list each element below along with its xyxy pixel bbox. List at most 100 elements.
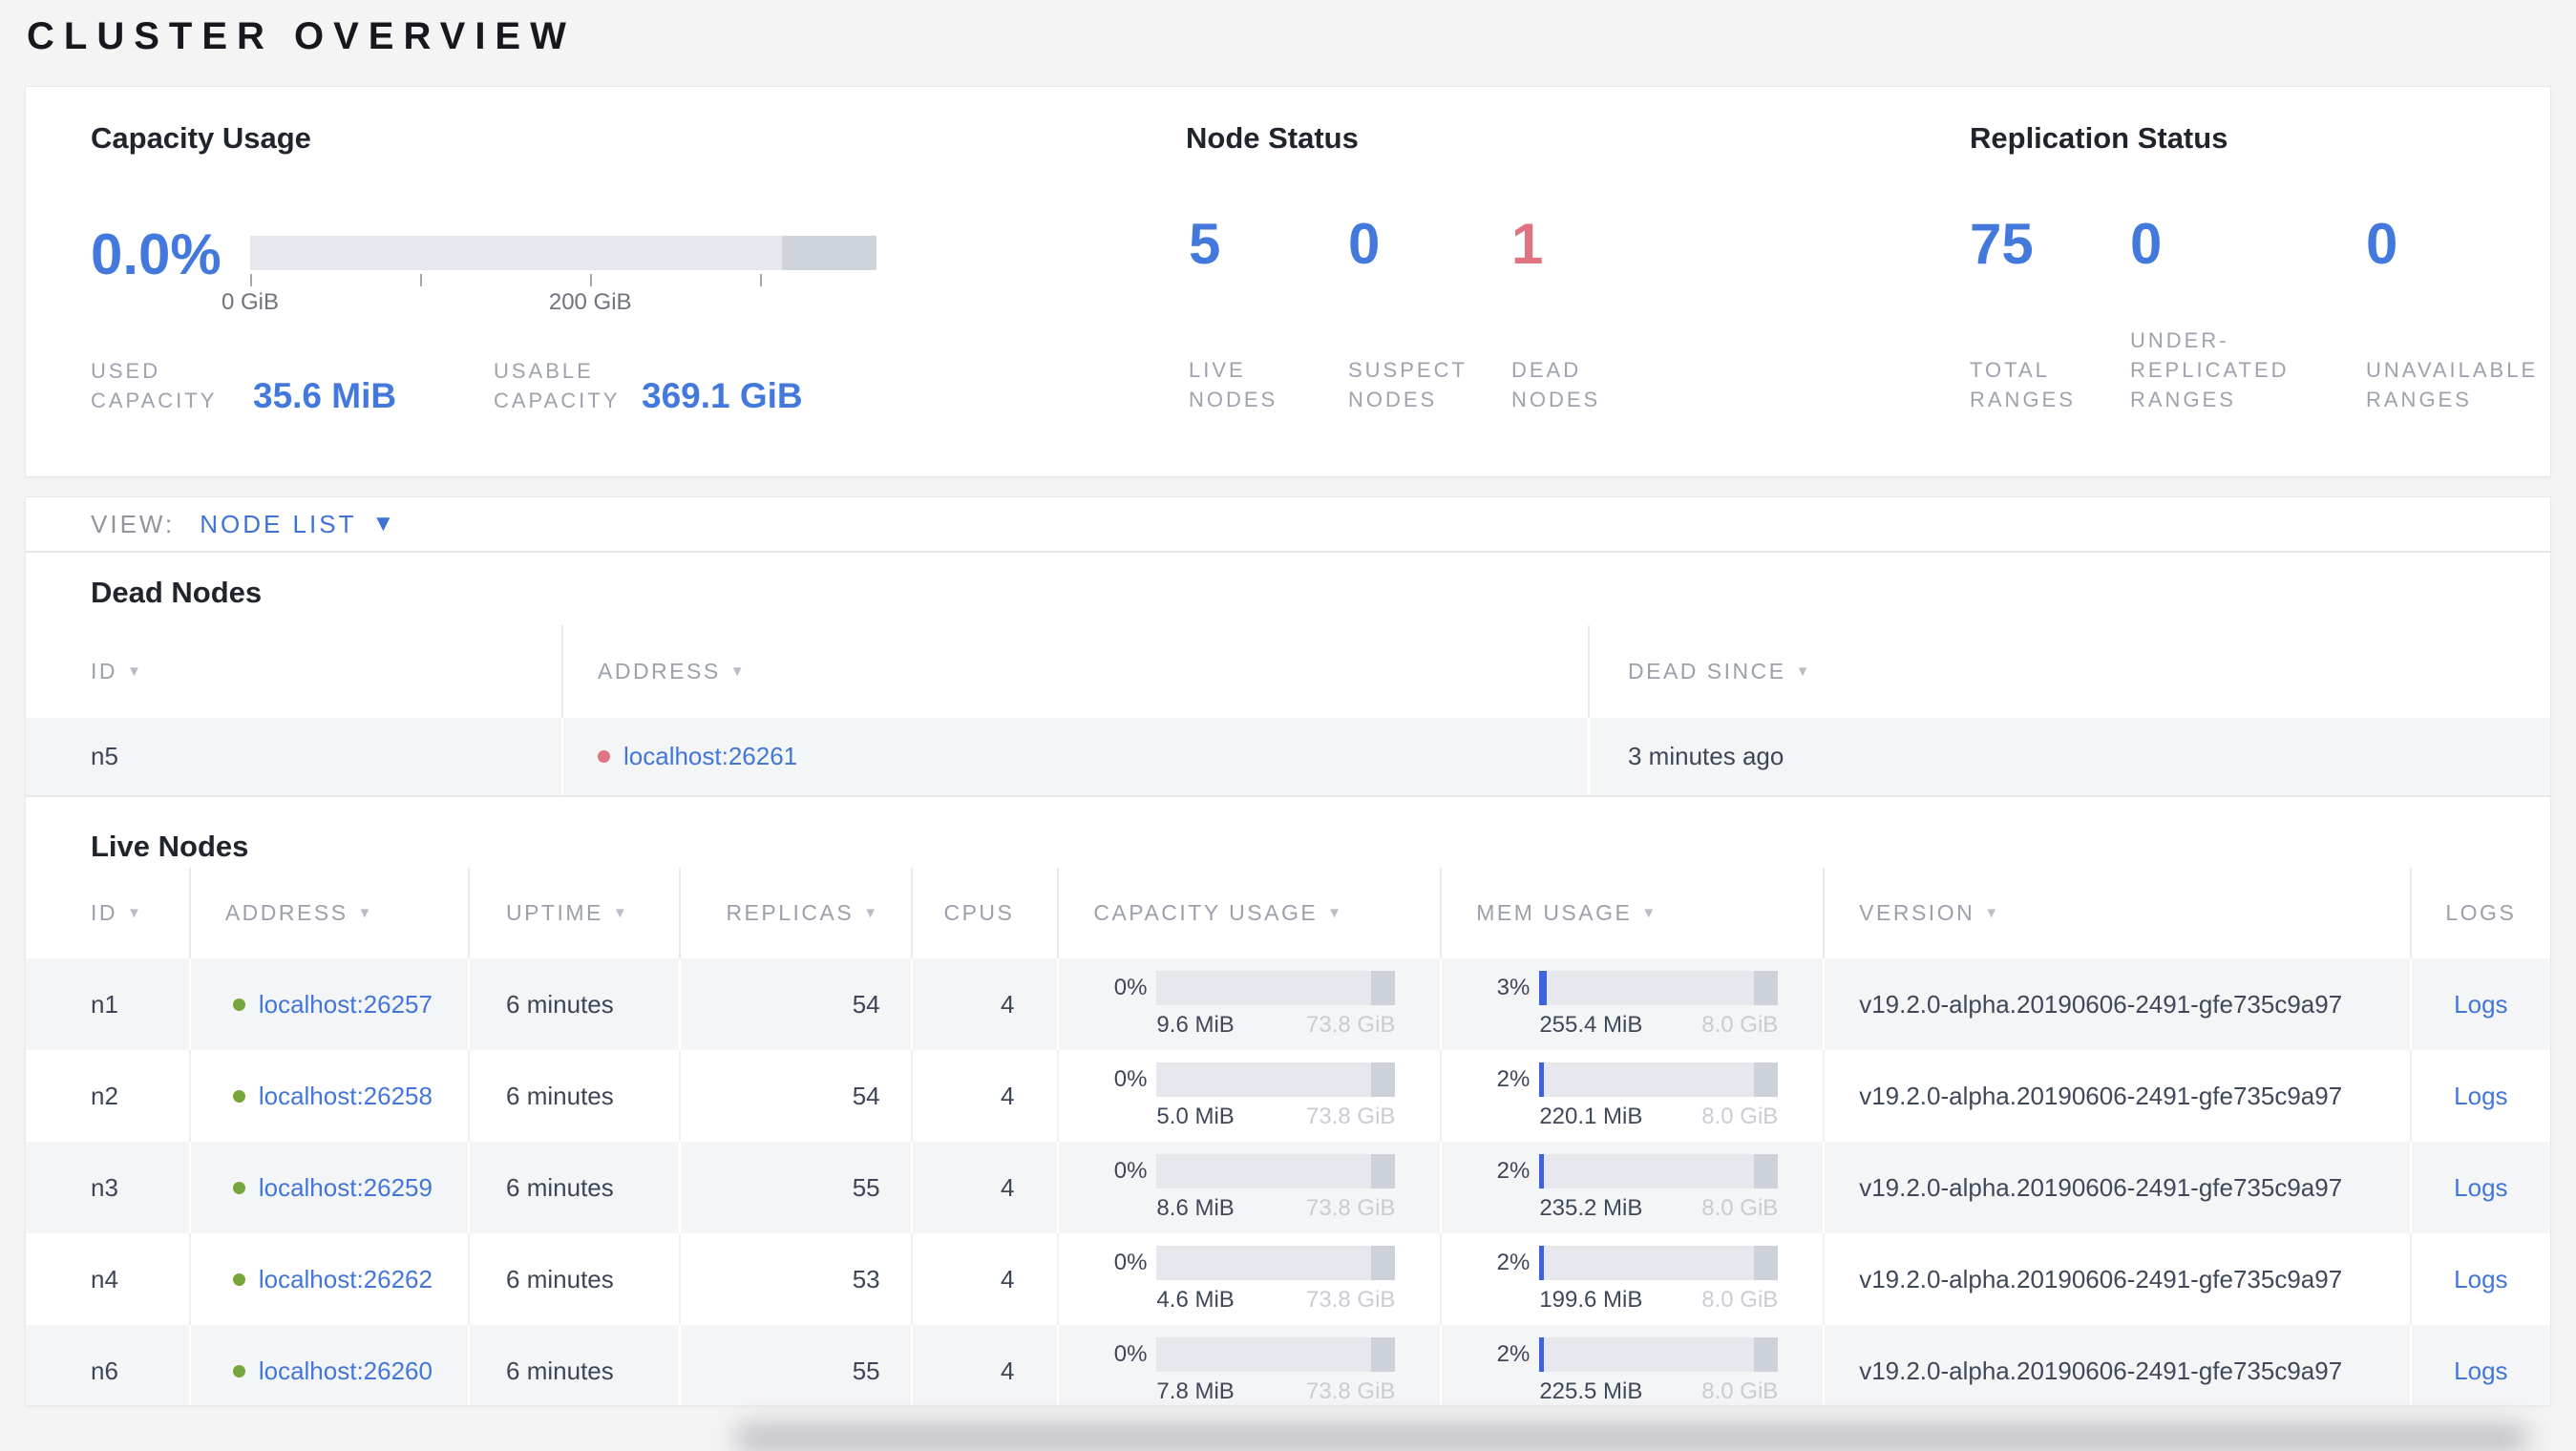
- live-col-capacity-usage[interactable]: CAPACITY USAGE ▼: [1057, 868, 1440, 958]
- node-capacity-cell: 0% 9.6 MiB 73.8 GiB: [1057, 958, 1440, 1050]
- live-node-row: n1 localhost:26257 6 minutes 54 4 0% 9.6…: [26, 958, 2550, 1050]
- node-address-link[interactable]: localhost:26260: [258, 1356, 433, 1385]
- dead-node-dead-since: 3 minutes ago: [1588, 718, 2550, 795]
- live-col-uptime[interactable]: UPTIME ▼: [467, 868, 679, 958]
- tick-mark: [759, 274, 762, 286]
- live-col-replicas[interactable]: REPLICAS ▼: [678, 868, 911, 958]
- live-col-mem-usage[interactable]: MEM USAGE ▼: [1440, 868, 1823, 958]
- dead-col-dead-since[interactable]: DEAD SINCE ▼: [1588, 625, 2550, 718]
- node-cpus: 4: [910, 1325, 1058, 1405]
- sort-desc-icon: ▼: [1984, 905, 2001, 921]
- capacity-used: 8.6 MiB: [1156, 1194, 1235, 1221]
- node-replicas: 54: [678, 1050, 911, 1142]
- capacity-total: 73.8 GiB: [1306, 1377, 1396, 1404]
- memory-used: 235.2 MiB: [1539, 1194, 1643, 1221]
- view-selected-value: NODE LIST: [200, 509, 357, 538]
- node-address-cell: localhost:26257: [188, 958, 468, 1050]
- node-memory-cell: 2% 235.2 MiB 8.0 GiB: [1440, 1142, 1823, 1233]
- suspect-nodes-stat: 0 SUSPECT NODES: [1348, 216, 1511, 414]
- tick-mark: [250, 274, 252, 286]
- tick-label-0: 0 GiB: [221, 289, 280, 315]
- live-status-dot-icon: [232, 1364, 245, 1377]
- node-status-title: Node Status: [1186, 121, 1359, 155]
- node-capacity-cell: 0% 8.6 MiB 73.8 GiB: [1057, 1142, 1440, 1233]
- capacity-percent: 0%: [1113, 1157, 1148, 1184]
- sort-desc-icon: ▼: [863, 905, 880, 921]
- live-col-id[interactable]: ID ▼: [91, 900, 144, 925]
- capacity-percent: 0%: [1113, 1065, 1148, 1092]
- chevron-down-icon: ▼: [371, 511, 395, 536]
- node-cpus: 4: [910, 958, 1058, 1050]
- node-memory-cell: 2% 220.1 MiB 8.0 GiB: [1440, 1050, 1823, 1142]
- node-logs-cell: Logs: [2409, 1325, 2550, 1405]
- replication-stats: 75 TOTAL RANGES 0 UNDER- REPLICATED RANG…: [1970, 216, 2576, 414]
- node-address-link[interactable]: localhost:26259: [258, 1172, 433, 1202]
- view-bar: VIEW: NODE LIST ▼: [26, 497, 2550, 553]
- node-logs-cell: Logs: [2409, 1050, 2550, 1142]
- capacity-gauge-end-segment: [781, 236, 876, 270]
- node-uptime: 6 minutes: [468, 958, 679, 1050]
- capacity-minibar: [1156, 1062, 1396, 1097]
- node-cpus: 4: [910, 1050, 1058, 1142]
- total-ranges-count: 75: [1970, 212, 2034, 276]
- sort-desc-icon: ▼: [729, 663, 748, 680]
- live-col-version[interactable]: VERSION ▼: [1823, 868, 2409, 958]
- memory-total: 8.0 GiB: [1701, 1011, 1779, 1038]
- dead-col-id[interactable]: ID ▼: [91, 659, 144, 683]
- dead-nodes-heading: Dead Nodes: [91, 576, 263, 609]
- dead-col-address[interactable]: ADDRESS ▼: [561, 625, 1588, 718]
- sort-desc-icon: ▼: [1795, 663, 1812, 680]
- capacity-percent: 0%: [1113, 1340, 1148, 1367]
- node-memory-cell: 2% 225.5 MiB 8.0 GiB: [1440, 1325, 1823, 1405]
- dead-status-dot-icon: [598, 750, 610, 763]
- capacity-percent: 0%: [1113, 1249, 1148, 1275]
- logs-link[interactable]: Logs: [2454, 1172, 2508, 1202]
- capacity-minibar: [1156, 970, 1396, 1005]
- live-nodes-heading: Live Nodes: [91, 830, 249, 863]
- logs-link[interactable]: Logs: [2454, 1356, 2508, 1385]
- logs-link[interactable]: Logs: [2454, 1081, 2508, 1110]
- capacity-total: 73.8 GiB: [1306, 1286, 1396, 1313]
- memory-used: 220.1 MiB: [1539, 1103, 1643, 1129]
- sort-desc-icon: ▼: [1641, 905, 1658, 921]
- replication-status-title: Replication Status: [1970, 121, 2228, 155]
- node-version: v19.2.0-alpha.20190606-2491-gfe735c9a97: [1823, 1325, 2409, 1405]
- logs-link[interactable]: Logs: [2454, 989, 2508, 1019]
- node-memory-cell: 2% 199.6 MiB 8.0 GiB: [1440, 1233, 1823, 1325]
- node-capacity-cell: 0% 5.0 MiB 73.8 GiB: [1057, 1050, 1440, 1142]
- live-nodes-stat: 5 LIVE NODES: [1189, 216, 1348, 414]
- under-replicated-ranges-count: 0: [2130, 212, 2163, 276]
- node-address-link[interactable]: localhost:26262: [258, 1264, 433, 1293]
- node-logs-cell: Logs: [2409, 1233, 2550, 1325]
- node-uptime: 6 minutes: [468, 1325, 679, 1405]
- live-status-dot-icon: [232, 1181, 245, 1194]
- node-logs-cell: Logs: [2409, 958, 2550, 1050]
- node-version: v19.2.0-alpha.20190606-2491-gfe735c9a97: [1823, 958, 2409, 1050]
- memory-minibar: [1539, 1153, 1779, 1188]
- node-address-cell: localhost:26258: [188, 1050, 468, 1142]
- dead-node-address-link[interactable]: localhost:26261: [623, 742, 798, 770]
- node-address-cell: localhost:26259: [188, 1142, 468, 1233]
- node-list-card: VIEW: NODE LIST ▼ Dead Nodes ID ▼ ADDRESS…: [25, 496, 2551, 1406]
- live-status-dot-icon: [232, 1089, 245, 1103]
- memory-percent: 3%: [1496, 974, 1531, 1000]
- live-nodes-label: LIVE NODES: [1189, 358, 1278, 411]
- view-selector-dropdown[interactable]: NODE LIST ▼: [200, 510, 394, 539]
- dead-nodes-table-header: ID ▼ ADDRESS ▼ DEAD SINCE ▼: [26, 625, 2550, 718]
- live-nodes-count: 5: [1189, 212, 1221, 276]
- page-title: CLUSTER OVERVIEW: [27, 15, 576, 57]
- live-col-address[interactable]: ADDRESS ▼: [188, 868, 468, 958]
- node-replicas: 55: [678, 1142, 911, 1233]
- suspect-nodes-label: SUSPECT NODES: [1348, 358, 1467, 411]
- tick-label-200: 200 GiB: [548, 289, 632, 315]
- node-address-link[interactable]: localhost:26258: [258, 1081, 433, 1110]
- node-id: n1: [91, 989, 118, 1019]
- live-nodes-table-header: ID ▼ ADDRESS ▼ UPTIME ▼ REPLICAS ▼ CPUS CAPA…: [26, 868, 2550, 958]
- capacity-gauge: 0 GiB 200 GiB: [222, 236, 876, 318]
- dead-node-row: n5 localhost:26261 3 minutes ago: [26, 718, 2550, 797]
- memory-used: 199.6 MiB: [1539, 1286, 1643, 1313]
- capacity-used: 4.6 MiB: [1156, 1286, 1235, 1313]
- node-address-link[interactable]: localhost:26257: [258, 989, 433, 1019]
- memory-minibar: [1539, 1336, 1779, 1372]
- logs-link[interactable]: Logs: [2454, 1264, 2508, 1293]
